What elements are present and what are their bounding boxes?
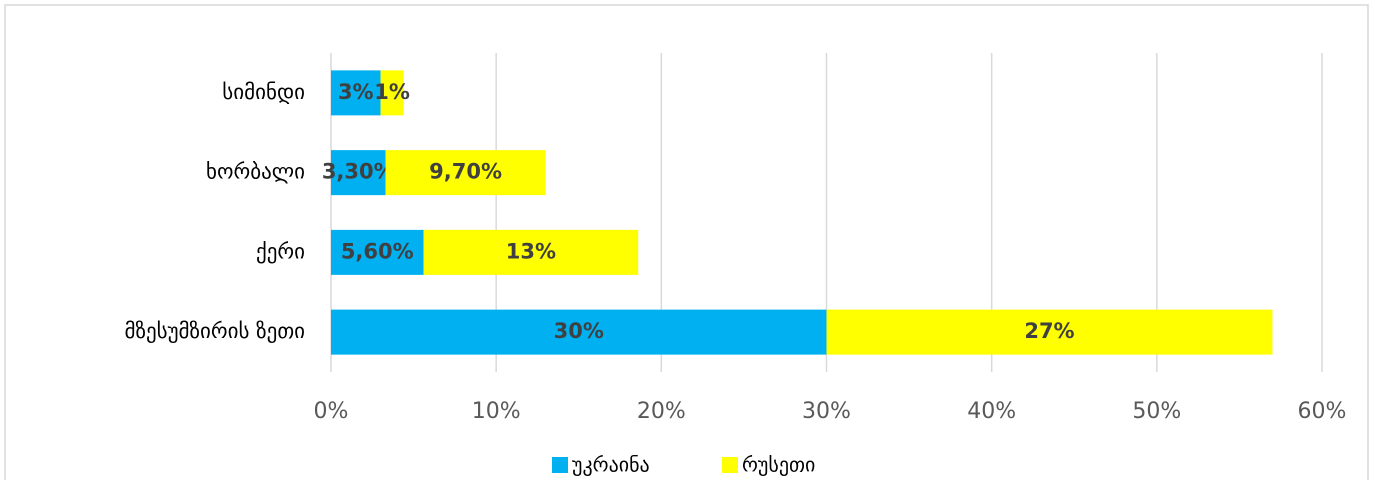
y-tick-label: სიმინდი	[222, 80, 305, 104]
legend-swatch	[722, 457, 738, 473]
chart-border	[4, 4, 1369, 480]
x-tick-label: 50%	[1132, 399, 1181, 424]
x-tick-label: 10%	[472, 399, 521, 424]
y-tick-label: ქერი	[256, 239, 305, 263]
data-label: 13%	[506, 239, 556, 263]
legend-label: უკრაინა	[572, 453, 650, 477]
x-tick-label: 60%	[1298, 399, 1347, 424]
bar-segment	[826, 309, 1273, 355]
bar-segment	[380, 70, 404, 116]
x-tick-label: 40%	[967, 399, 1016, 424]
bar-segment	[331, 229, 424, 275]
x-tick-label: 0%	[314, 399, 349, 424]
data-label: 30%	[554, 319, 604, 343]
y-tick-label: ხორბალი	[206, 160, 305, 184]
data-label: 1%	[374, 80, 410, 104]
bar-segment	[423, 229, 639, 275]
data-label: 9,70%	[429, 160, 502, 184]
legend-swatch	[552, 457, 568, 473]
bar-segment	[385, 150, 546, 196]
legend-label: რუსეთი	[742, 453, 815, 477]
data-label: 3,30%	[322, 160, 395, 184]
bar-segment	[331, 150, 386, 196]
data-label: 27%	[1024, 319, 1074, 343]
x-tick-label: 30%	[802, 399, 851, 424]
y-tick-label: მზესუმზირის ზეთი	[124, 319, 305, 343]
x-tick-label: 20%	[637, 399, 686, 424]
data-label: 5,60%	[341, 239, 414, 263]
data-label: 3%	[338, 80, 374, 104]
bar-segment	[331, 309, 827, 355]
bar-segment	[331, 70, 381, 116]
